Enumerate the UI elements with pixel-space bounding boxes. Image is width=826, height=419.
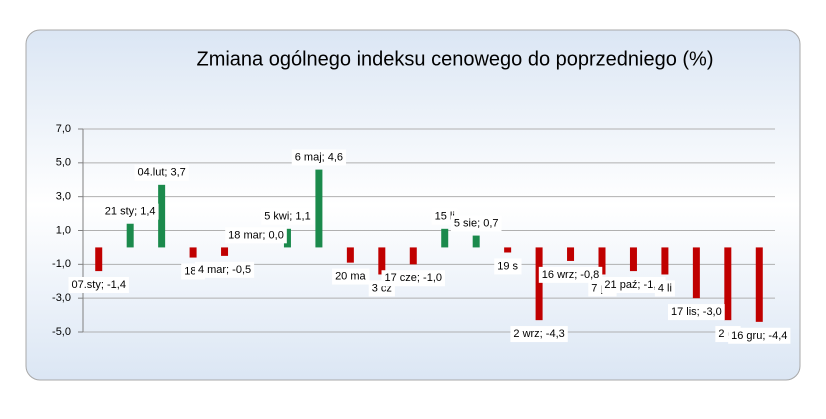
data-label: 07.sty; -1,4 <box>72 279 126 291</box>
bar <box>755 247 763 322</box>
data-label: 16 wrz; -0,8 <box>542 269 599 281</box>
data-label-box <box>510 326 568 343</box>
data-label: 4 mar; -0,5 <box>198 264 251 276</box>
bar <box>472 235 480 248</box>
data-label-box <box>261 208 314 225</box>
data-label: 04.lut; 3,7 <box>137 167 185 179</box>
bar <box>441 228 449 248</box>
data-label-box <box>667 304 725 321</box>
data-label: 5 sie; 0,7 <box>454 217 499 229</box>
data-label: 19 s <box>497 260 518 272</box>
bar <box>535 247 543 321</box>
data-label: 15 li <box>435 211 455 223</box>
chart-title: Zmiana ogólnego indeksu cenowego do popr… <box>196 48 713 70</box>
data-label: 5 kwi; 1,1 <box>264 211 310 223</box>
y-tick-label: 7,0 <box>56 123 71 135</box>
data-label-box <box>538 266 603 283</box>
data-label-box <box>225 227 287 244</box>
data-label: 6 maj; 4,6 <box>295 152 343 164</box>
bar <box>126 223 134 248</box>
data-label: 17 cze; -1,0 <box>385 272 442 284</box>
bar <box>283 228 291 248</box>
data-label-box <box>194 261 255 278</box>
bar <box>567 247 575 261</box>
data-label-box <box>332 268 370 285</box>
bar <box>315 169 323 248</box>
data-label: 18 mar; 0,0 <box>228 229 284 241</box>
y-tick-label: -1,0 <box>52 258 71 270</box>
bar <box>378 247 386 275</box>
y-tick-label: -3,0 <box>52 292 71 304</box>
data-label-box <box>654 280 675 297</box>
data-label-box <box>134 164 189 181</box>
data-label: 17 lis; -3,0 <box>671 306 722 318</box>
bar <box>189 247 197 258</box>
data-label: 21 paź; -1,4 <box>604 279 662 291</box>
y-tick-label: 3,0 <box>56 191 71 203</box>
y-tick-label: 1,0 <box>56 224 71 236</box>
data-label-box <box>291 149 347 166</box>
data-label: 16 gru; -4,4 <box>731 330 787 342</box>
data-label-box <box>494 258 522 275</box>
bar <box>598 247 606 275</box>
data-label-box <box>101 203 159 220</box>
bar <box>692 247 700 299</box>
data-label-box <box>381 270 446 287</box>
bar <box>629 247 637 272</box>
bar <box>409 247 417 265</box>
bar <box>158 184 166 248</box>
bar <box>95 247 103 272</box>
data-label-box <box>450 215 502 232</box>
data-label: 4 li <box>658 282 672 294</box>
bar <box>504 247 512 253</box>
y-tick-label: -5,0 <box>52 326 71 338</box>
data-label-box <box>601 277 666 294</box>
data-label: 2 wrz; -4,3 <box>513 328 564 340</box>
bar <box>221 247 229 256</box>
bar <box>346 247 354 263</box>
bar <box>661 247 669 275</box>
data-label-box <box>728 327 791 344</box>
bar <box>724 247 732 321</box>
data-label-box <box>68 277 129 294</box>
data-label: 20 ma <box>335 271 366 283</box>
y-tick-label: 5,0 <box>56 157 71 169</box>
data-label: 21 sty; 1,4 <box>105 206 156 218</box>
